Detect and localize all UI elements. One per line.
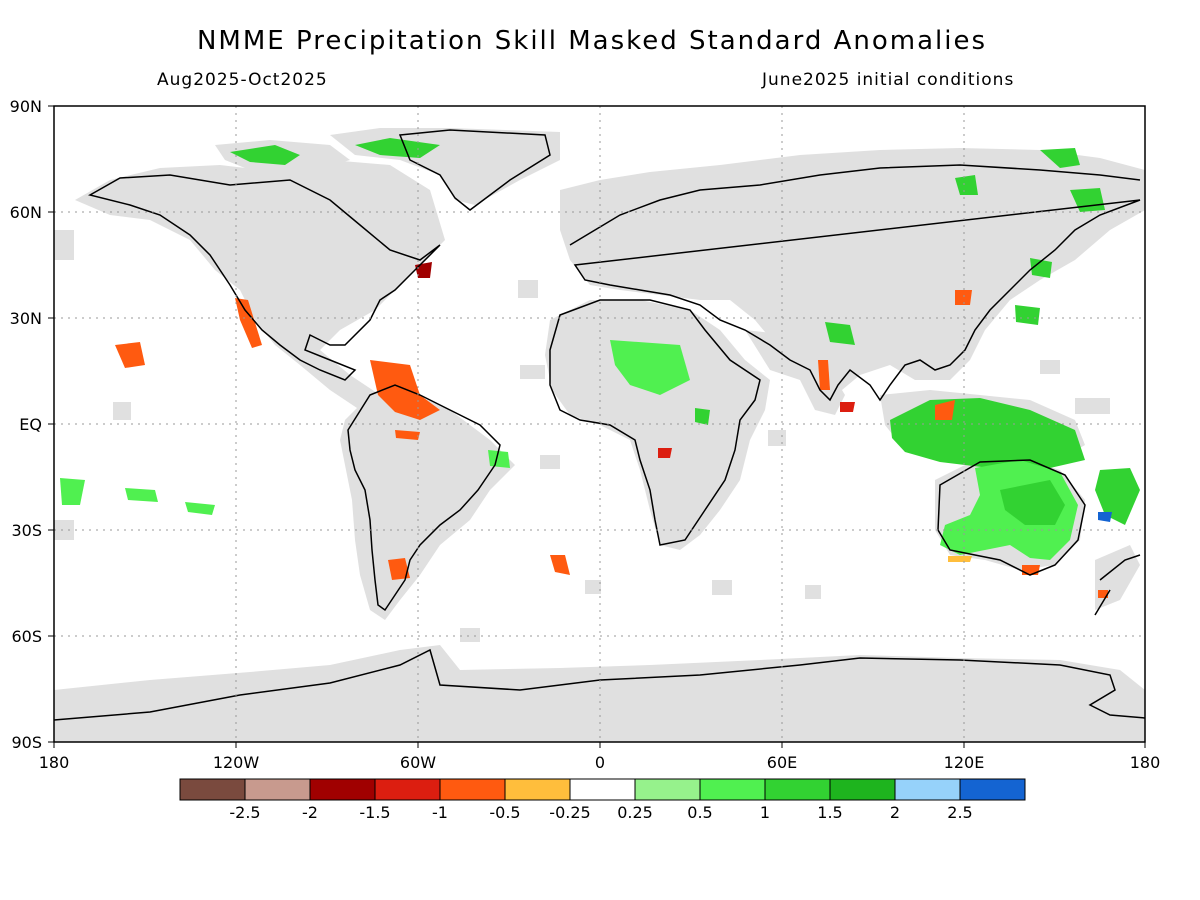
- lat-label: 60N: [10, 203, 42, 222]
- colorbar-swatch: [699, 778, 766, 801]
- lat-label: 30N: [10, 309, 42, 328]
- colorbar-label: -1.5: [359, 803, 390, 822]
- lon-label: 60W: [400, 753, 436, 772]
- latitude-labels: 90N 60N 30N EQ 30S 60S 90S: [10, 97, 42, 752]
- colorbar-label: 2.5: [947, 803, 972, 822]
- colorbar-label: -0.5: [489, 803, 520, 822]
- colorbar-swatch: [569, 778, 636, 801]
- longitude-labels: 180 120W 60W 0 60E 120E 180: [39, 753, 1161, 772]
- colorbar-label: 0.5: [687, 803, 712, 822]
- lat-label: 90S: [11, 733, 42, 752]
- colorbar-label: -2.5: [229, 803, 260, 822]
- lon-label: 180: [39, 753, 70, 772]
- map-title: NMME Precipitation Skill Masked Standard…: [196, 26, 988, 56]
- lon-label: 120E: [944, 753, 985, 772]
- colorbar-label: 1.5: [817, 803, 842, 822]
- lat-label: 30S: [11, 521, 42, 540]
- colorbar-swatch: [439, 778, 506, 801]
- colorbar-swatch: [244, 778, 311, 801]
- lat-label: EQ: [19, 415, 42, 434]
- colorbar-swatch: [829, 778, 896, 801]
- masked-land: [54, 128, 1145, 742]
- colorbar-swatch: [959, 778, 1026, 801]
- lat-label: 90N: [10, 97, 42, 116]
- colorbar-label: -2: [302, 803, 318, 822]
- colorbar-label: 1: [760, 803, 770, 822]
- lon-label: 60E: [767, 753, 797, 772]
- colorbar-swatch: [504, 778, 571, 801]
- colorbar-swatch: [894, 778, 961, 801]
- colorbar-label: -0.25: [549, 803, 590, 822]
- colorbar-label: 2: [890, 803, 900, 822]
- lon-label: 180: [1130, 753, 1161, 772]
- colorbar-swatch: [374, 778, 441, 801]
- lon-label: 0: [595, 753, 605, 772]
- colorbar-swatch: [179, 778, 246, 801]
- initial-conditions: June2025 initial conditions: [762, 70, 1015, 90]
- lat-label: 60S: [11, 627, 42, 646]
- colorbar-label: 0.25: [617, 803, 653, 822]
- valid-period: Aug2025-Oct2025: [157, 70, 328, 90]
- tick-marks: [48, 105, 1146, 748]
- lon-label: 120W: [213, 753, 260, 772]
- gridlines: [54, 106, 1145, 742]
- colorbar-swatch: [309, 778, 376, 801]
- colorbar-swatch: [634, 778, 701, 801]
- colorbar-swatch: [764, 778, 831, 801]
- colorbar-label: -1: [432, 803, 448, 822]
- colorbar-legend: -2.5 -2 -1.5 -1 -0.5 -0.25 0.25 0.5 1 1.5 2 2.5: [179, 778, 1026, 822]
- wet-anomaly-areas: [60, 138, 1140, 560]
- coastlines: [53, 129, 1146, 721]
